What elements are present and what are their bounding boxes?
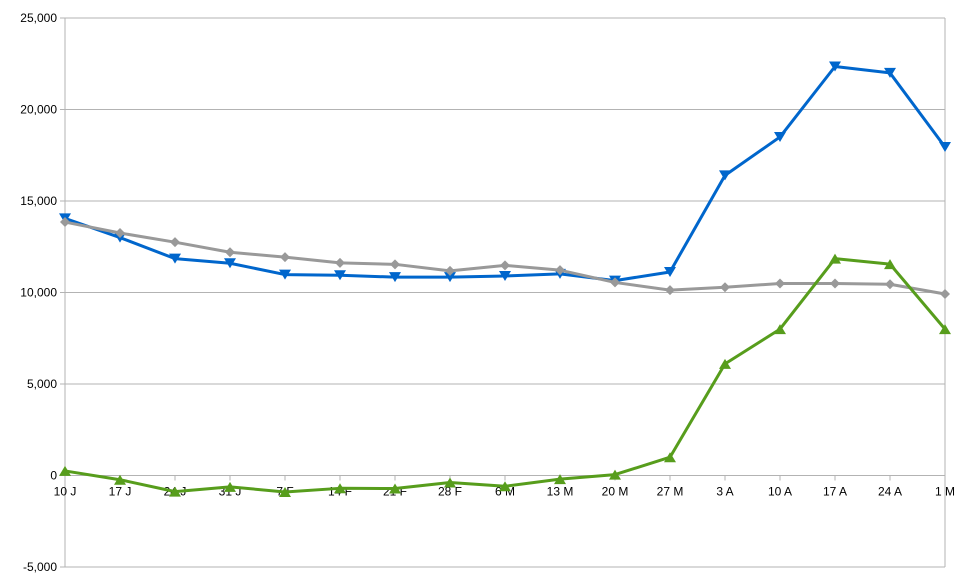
- data-point-11: [665, 285, 675, 296]
- data-point-16: [940, 288, 950, 299]
- data-point-5: [334, 270, 346, 281]
- y-tick-label: 0: [50, 469, 57, 483]
- data-point-6: [390, 259, 400, 270]
- data-point-6: [389, 272, 401, 283]
- x-tick-label: 17 A: [823, 485, 847, 499]
- series-line: [64, 64, 947, 283]
- data-point-7: [444, 477, 456, 488]
- data-point-4: [280, 252, 290, 263]
- y-tick-label: 10,000: [20, 286, 57, 300]
- data-point-8: [500, 260, 510, 271]
- x-tick-label: 24 A: [878, 485, 902, 499]
- series-3: [59, 253, 951, 497]
- y-tick-label: 25,000: [20, 11, 57, 25]
- data-point-1: [114, 474, 126, 485]
- y-tick-label: -5,000: [23, 560, 57, 574]
- data-point-7: [444, 272, 456, 283]
- x-tick-label: 10 A: [768, 485, 792, 499]
- x-tick-label: 1 M: [935, 485, 955, 499]
- x-tick-label: 13 M: [547, 485, 574, 499]
- data-point-7: [445, 265, 455, 276]
- data-point-3: [224, 258, 236, 269]
- x-tick-label: 20 M: [602, 485, 629, 499]
- data-point-8: [499, 481, 511, 492]
- data-point-12: [719, 170, 731, 181]
- data-point-5: [334, 483, 346, 494]
- data-point-10: [610, 277, 620, 288]
- data-point-15: [885, 279, 895, 290]
- data-point-9: [555, 265, 565, 276]
- data-point-12: [719, 358, 731, 369]
- series-line: [64, 257, 947, 494]
- y-axis-tick-labels: -5,000 0 5,000 10,000 15,000 20,000 25,000: [20, 11, 57, 574]
- data-point-13: [774, 324, 786, 335]
- y-tick-label: 5,000: [27, 377, 57, 391]
- series-line: [64, 220, 946, 296]
- x-tick-label: 28 F: [438, 485, 462, 499]
- x-tick-label: 3 A: [716, 485, 733, 499]
- data-point-5: [335, 257, 345, 268]
- data-point-13: [774, 131, 786, 142]
- data-point-0: [59, 465, 71, 476]
- data-point-2: [169, 486, 181, 497]
- data-point-10: [609, 469, 621, 480]
- series-1: [59, 61, 951, 286]
- data-point-3: [224, 481, 236, 492]
- data-point-6: [389, 483, 401, 494]
- data-point-16: [939, 324, 951, 335]
- data-point-4: [279, 486, 291, 497]
- data-point-0: [60, 217, 70, 228]
- x-tick-label: 10 J: [54, 485, 77, 499]
- y-tick-label: 20,000: [20, 103, 57, 117]
- data-point-15: [884, 67, 896, 78]
- data-point-13: [775, 278, 785, 289]
- y-tick-label: 15,000: [20, 194, 57, 208]
- data-point-15: [884, 259, 896, 270]
- x-tick-label: 17 J: [109, 485, 132, 499]
- data-point-11: [664, 452, 676, 463]
- data-point-11: [664, 267, 676, 278]
- data-point-14: [829, 253, 841, 264]
- data-point-2: [169, 253, 181, 264]
- data-point-1: [115, 228, 125, 239]
- series-2: [60, 217, 950, 299]
- data-point-9: [554, 474, 566, 485]
- data-point-14: [830, 278, 840, 289]
- x-tick-label: 27 M: [657, 485, 684, 499]
- data-point-3: [225, 247, 235, 258]
- data-point-2: [170, 237, 180, 248]
- data-point-12: [720, 282, 730, 293]
- data-point-16: [939, 142, 951, 153]
- data-point-14: [829, 61, 841, 72]
- series-group: [59, 61, 951, 497]
- data-point-4: [279, 269, 291, 280]
- x-tick-label: 6 M: [495, 485, 515, 499]
- data-point-8: [499, 271, 511, 282]
